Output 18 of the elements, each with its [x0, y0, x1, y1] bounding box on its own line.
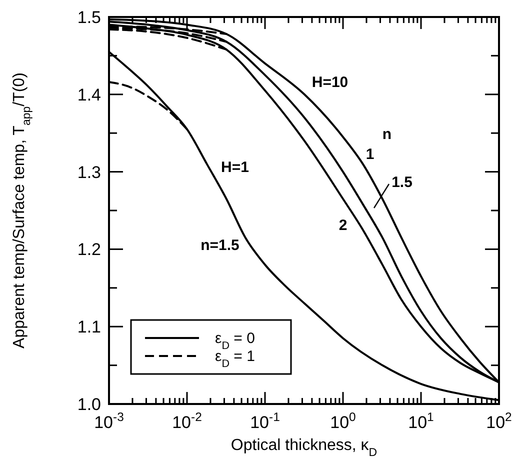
annotation: n — [382, 126, 392, 143]
annotation: 2 — [338, 216, 348, 234]
annotation: 1 — [366, 146, 374, 163]
annotation: n=1.5 — [200, 236, 240, 254]
y-tick-label: 1.2 — [77, 240, 101, 260]
annotation: H=1 — [221, 158, 249, 176]
y-tick-label: 1.4 — [77, 85, 101, 104]
x-tick-label: 10$^{2}$ — [486, 410, 512, 432]
x-tick-label: 10$^{1}$ — [408, 410, 434, 432]
x-tick-label: 10$^{-1}$ — [250, 410, 280, 432]
annotation: H=10 — [312, 74, 348, 91]
y-tick-label: 1.3 — [77, 162, 101, 182]
x-axis-title: Optical thickness, κ$_{D}$ — [230, 437, 378, 459]
y-tick-label: 1.5 — [77, 8, 101, 27]
annotation: 1.5 — [392, 174, 412, 191]
x-tick-label: 10$^{-2}$ — [172, 410, 202, 432]
x-tick-label: 10$^{0}$ — [330, 410, 356, 432]
y-tick-label: 1.1 — [77, 318, 101, 337]
